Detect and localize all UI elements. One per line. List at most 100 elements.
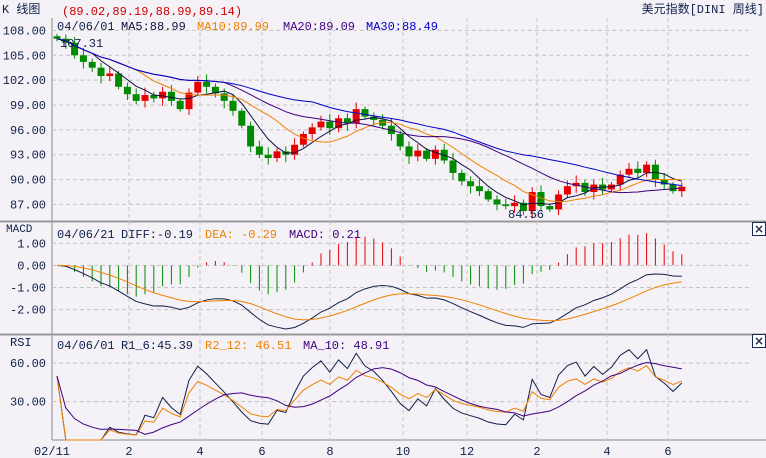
candle-up	[643, 164, 651, 173]
candle-up	[141, 95, 149, 101]
candle-down	[79, 55, 87, 62]
y-tick-label: 96.00	[10, 124, 46, 138]
rsi-panel-label: RSI	[10, 336, 32, 350]
x-tick-label: 12	[460, 445, 474, 458]
x-tick-label: 6	[664, 445, 671, 458]
candle-down	[176, 100, 184, 110]
candle-up	[572, 182, 580, 187]
x-tick-label: 4	[196, 445, 203, 458]
diff-line	[56, 264, 682, 330]
x-tick-label: 8	[326, 445, 333, 458]
candle-down	[370, 116, 378, 120]
candle-down	[115, 73, 123, 87]
candle-down	[53, 36, 61, 39]
y-tick-label: 60.00	[10, 357, 46, 371]
y-tick-label: 105.00	[3, 49, 46, 63]
candle-up	[678, 186, 686, 192]
candle-up	[528, 192, 536, 212]
candle-up	[291, 144, 299, 155]
candle-down	[229, 100, 237, 111]
candle-down	[449, 160, 457, 173]
x-tick-label: 2	[125, 445, 132, 458]
y-tick-label: -1.00	[10, 282, 46, 296]
candle-down	[405, 146, 413, 157]
candle-up	[299, 134, 307, 145]
candle-down	[97, 67, 105, 76]
candle-up	[317, 121, 325, 128]
candle-up	[106, 73, 114, 76]
candle-down	[343, 118, 351, 124]
legend-ma5: MA5:88.99	[121, 20, 186, 34]
candle-down	[150, 95, 158, 99]
candle-down	[519, 202, 527, 212]
y-tick-label: 102.00	[3, 74, 46, 88]
candle-up	[194, 81, 202, 93]
candle-down	[669, 184, 677, 192]
candle-down	[326, 121, 334, 129]
candle-down	[634, 168, 642, 173]
rsi-legend-date: 04/06/01	[57, 339, 115, 353]
candle-down	[71, 42, 79, 56]
legend-rsi-ma: MA_10: 48.91	[303, 339, 389, 353]
candle-up	[352, 109, 360, 124]
chart-type-label: K 线图	[2, 2, 40, 17]
y-tick-label: 0.00	[17, 259, 46, 273]
candle-up	[625, 168, 633, 175]
candle-up	[185, 92, 193, 110]
candle-up	[616, 174, 624, 185]
candle-up	[431, 149, 439, 159]
x-tick-label: 2	[533, 445, 540, 458]
ma5-line	[56, 38, 682, 206]
x-tick-label: 02/11	[34, 445, 70, 458]
legend-ma20: MA20:89.09	[283, 20, 355, 34]
candle-down	[484, 191, 492, 200]
x-tick-label: 6	[258, 445, 265, 458]
ohlc-readout: (89.02,89.19,88.99,89.14)	[62, 5, 242, 19]
candle-down	[132, 94, 140, 101]
rsi12-line	[56, 364, 682, 441]
candle-down	[211, 86, 219, 94]
candle-down	[247, 125, 255, 147]
y-tick-label: 30.00	[10, 396, 46, 410]
high-annotation: 107.31	[60, 37, 103, 51]
candle-down	[396, 134, 404, 147]
candle-up	[273, 151, 281, 159]
candle-down	[255, 146, 263, 155]
chart-marks	[53, 33, 686, 441]
candle-down	[361, 109, 369, 117]
macd-panel-label: MACD	[6, 224, 33, 236]
candle-down	[220, 93, 228, 101]
candle-down	[167, 91, 175, 101]
legend-r2: R2_12: 46.51	[205, 339, 291, 353]
candle-up	[511, 202, 519, 207]
candle-down	[88, 61, 96, 68]
rsi-close-button[interactable]: ×	[752, 334, 766, 348]
candle-up	[308, 127, 316, 134]
candle-down	[493, 199, 501, 205]
price-legend-date: 04/06/01	[57, 20, 115, 34]
macd-close-button[interactable]: ×	[752, 222, 766, 236]
y-tick-label: 108.00	[3, 24, 46, 38]
candle-down	[467, 181, 475, 187]
y-tick-label: -2.00	[10, 304, 46, 318]
candle-up	[563, 186, 571, 195]
ma30-line	[56, 38, 682, 187]
candle-down	[546, 206, 554, 210]
legend-macd: MACD: 0.21	[289, 228, 361, 242]
legend-dea: DEA: -0.29	[205, 228, 277, 242]
candle-down	[238, 110, 246, 126]
candle-up	[414, 150, 422, 157]
grid-lines: 02/11 2 4 6 8 10 12 2 4 6 108.00 105.00 102.00 99.00 9…	[0, 18, 766, 458]
legend-ma10: MA10:89.99	[197, 20, 269, 34]
y-tick-label: 90.00	[10, 174, 46, 188]
candle-down	[123, 86, 131, 95]
candle-down	[264, 154, 272, 159]
instrument-title: 美元指数[DINI 周线]	[642, 1, 764, 17]
ma20-line	[56, 38, 682, 194]
candle-down	[475, 186, 483, 192]
dea-line	[56, 264, 682, 322]
y-tick-label: 1.00	[17, 237, 46, 251]
legend-r1: R1_6:45.39	[121, 339, 193, 353]
y-tick-label: 87.00	[10, 198, 46, 212]
candle-down	[581, 182, 589, 192]
